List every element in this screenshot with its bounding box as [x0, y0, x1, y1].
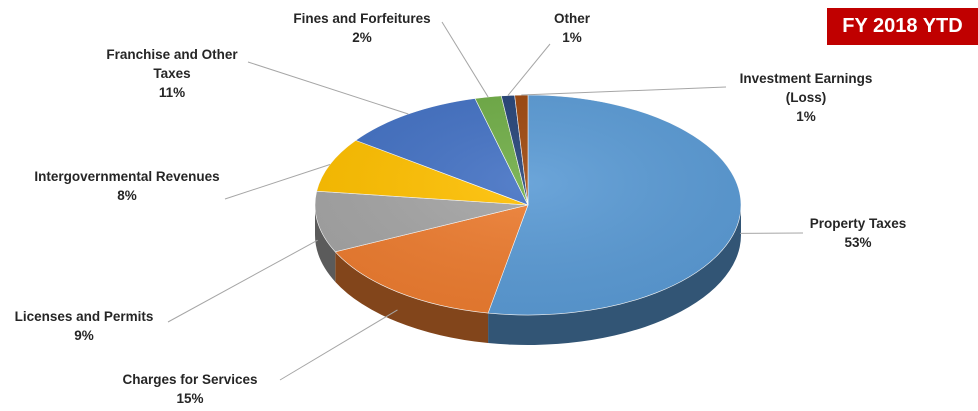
- slice-name-investment-earnings-loss: (Loss): [786, 90, 827, 105]
- slice-name-franchise-and-other-taxes: Franchise and Other: [106, 47, 238, 62]
- slice-percent-intergovernmental-revenues: 8%: [117, 188, 137, 203]
- pie-top-sheen: [315, 95, 741, 315]
- leader-line-investment-earnings-loss: [521, 86, 727, 96]
- slice-label-group: Property Taxes 53% Charges for Services 15%…: [15, 11, 907, 406]
- slice-name-charges-for-services: Charges for Services: [122, 372, 257, 387]
- slice-percent-franchise-and-other-taxes: 11%: [159, 85, 185, 100]
- slice-name-intergovernmental-revenues: Intergovernmental Revenues: [34, 169, 219, 184]
- fiscal-year-badge: FY 2018 YTD: [827, 8, 978, 45]
- slice-percent-investment-earnings-loss: 1%: [796, 109, 816, 124]
- slice-name-fines-and-forfeitures: Fines and Forfeitures: [293, 11, 430, 26]
- slice-label-other: Other 1%: [554, 11, 591, 45]
- slice-label-intergovernmental-revenues: Intergovernmental Revenues 8%: [34, 169, 219, 203]
- slice-percent-licenses-and-permits: 9%: [74, 328, 94, 343]
- slice-percent-other: 1%: [562, 30, 582, 45]
- slice-name-other: Other: [554, 11, 591, 26]
- slice-name-franchise-and-other-taxes: Taxes: [153, 66, 190, 81]
- slice-percent-property-taxes: 53%: [844, 235, 871, 250]
- slice-label-licenses-and-permits: Licenses and Permits 9%: [15, 309, 154, 343]
- leader-line-other: [507, 43, 551, 96]
- slice-percent-charges-for-services: 15%: [176, 391, 203, 406]
- slice-name-investment-earnings-loss: Investment Earnings: [740, 71, 873, 86]
- slice-label-investment-earnings-loss: Investment Earnings (Loss) 1%: [740, 71, 873, 124]
- leader-line-franchise-and-other-taxes: [247, 61, 409, 115]
- pie-side-property-taxes: [488, 205, 741, 345]
- slice-label-property-taxes: Property Taxes 53%: [810, 216, 907, 250]
- slice-name-property-taxes: Property Taxes: [810, 216, 907, 231]
- leader-line-charges-for-services: [279, 309, 398, 381]
- leader-line-fines-and-forfeitures: [441, 21, 489, 98]
- leader-line-group: [167, 21, 804, 381]
- slice-percent-fines-and-forfeitures: 2%: [352, 30, 372, 45]
- leader-line-licenses-and-permits: [167, 239, 318, 323]
- pie-side-licenses-and-permits: [315, 205, 336, 282]
- slice-name-licenses-and-permits: Licenses and Permits: [15, 309, 154, 324]
- slice-label-fines-and-forfeitures: Fines and Forfeitures 2%: [293, 11, 430, 45]
- leader-line-intergovernmental-revenues: [224, 164, 331, 200]
- slice-label-charges-for-services: Charges for Services 15%: [122, 372, 257, 406]
- slice-label-franchise-and-other-taxes: Franchise and Other Taxes 11%: [106, 47, 238, 100]
- pie-top-group: [314, 94, 742, 316]
